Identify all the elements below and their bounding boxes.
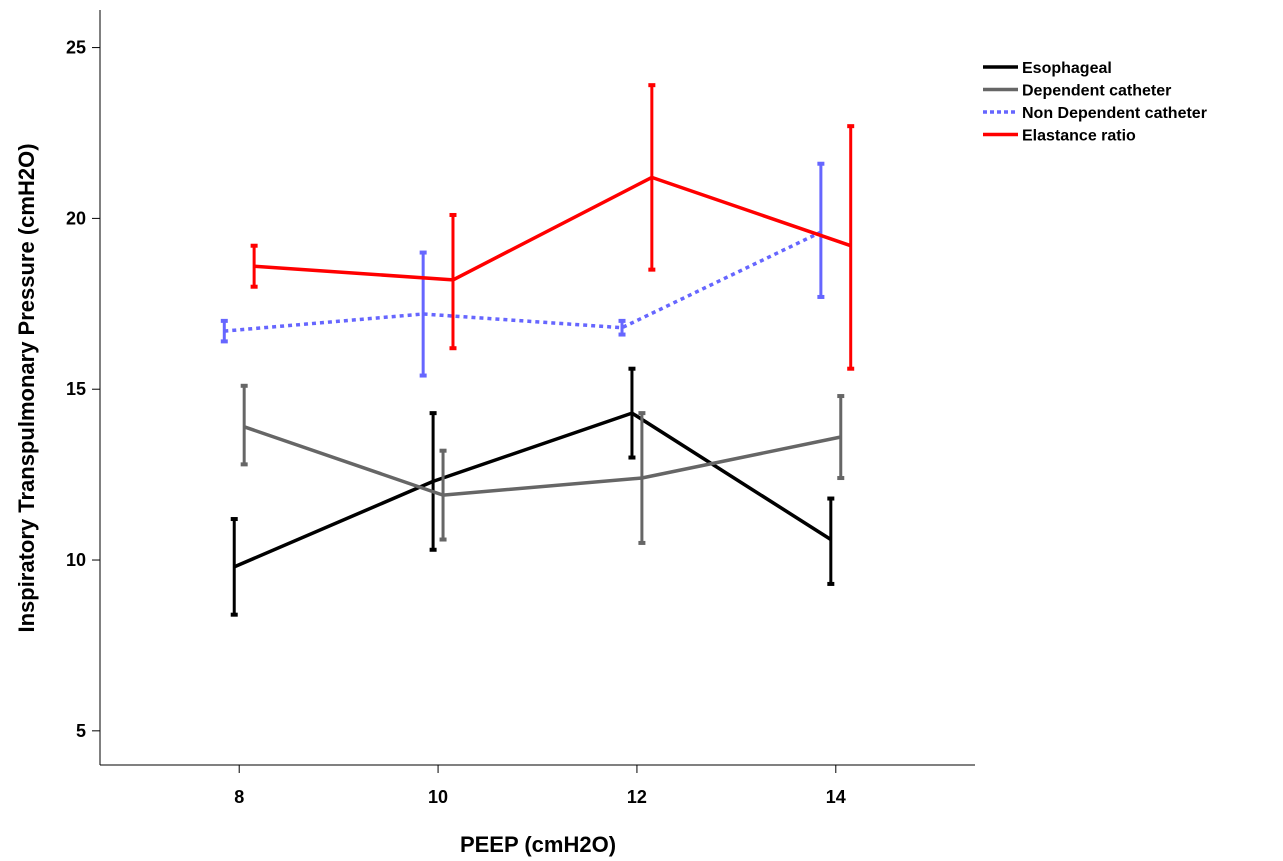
legend-label: Non Dependent catheter xyxy=(1022,105,1207,122)
axes: 5 10 15 20 25 8 10 12 14 xyxy=(66,10,975,807)
series-line xyxy=(243,425,842,497)
legend-label: Esophageal xyxy=(1022,60,1112,77)
y-axis-title: Inspiratory Transpulmonary Pressure (cmH… xyxy=(14,143,39,632)
x-axis-title: PEEP (cmH2O) xyxy=(460,832,616,857)
y-tick-label: 10 xyxy=(66,550,86,570)
legend: Esophageal Dependent catheter Non Dependen… xyxy=(983,60,1207,145)
x-tick-label: 12 xyxy=(627,787,647,807)
series-non-dependent-catheter xyxy=(220,161,825,378)
series-layer xyxy=(220,83,855,617)
series-line xyxy=(224,230,822,333)
legend-label: Elastance ratio xyxy=(1022,128,1136,145)
x-tick-label: 10 xyxy=(428,787,448,807)
series-dependent-catheter xyxy=(240,383,845,545)
series-esophageal xyxy=(230,366,835,617)
series-elastance-ratio xyxy=(250,83,855,371)
y-tick-label: 15 xyxy=(66,379,86,399)
x-tick-label: 14 xyxy=(826,787,846,807)
series-line xyxy=(253,175,852,282)
x-tick-label: 8 xyxy=(234,787,244,807)
y-tick-label: 25 xyxy=(66,38,86,58)
y-tick-label: 5 xyxy=(76,721,86,741)
series-line xyxy=(233,411,832,569)
legend-label: Dependent catheter xyxy=(1022,83,1171,100)
y-tick-label: 20 xyxy=(66,208,86,228)
